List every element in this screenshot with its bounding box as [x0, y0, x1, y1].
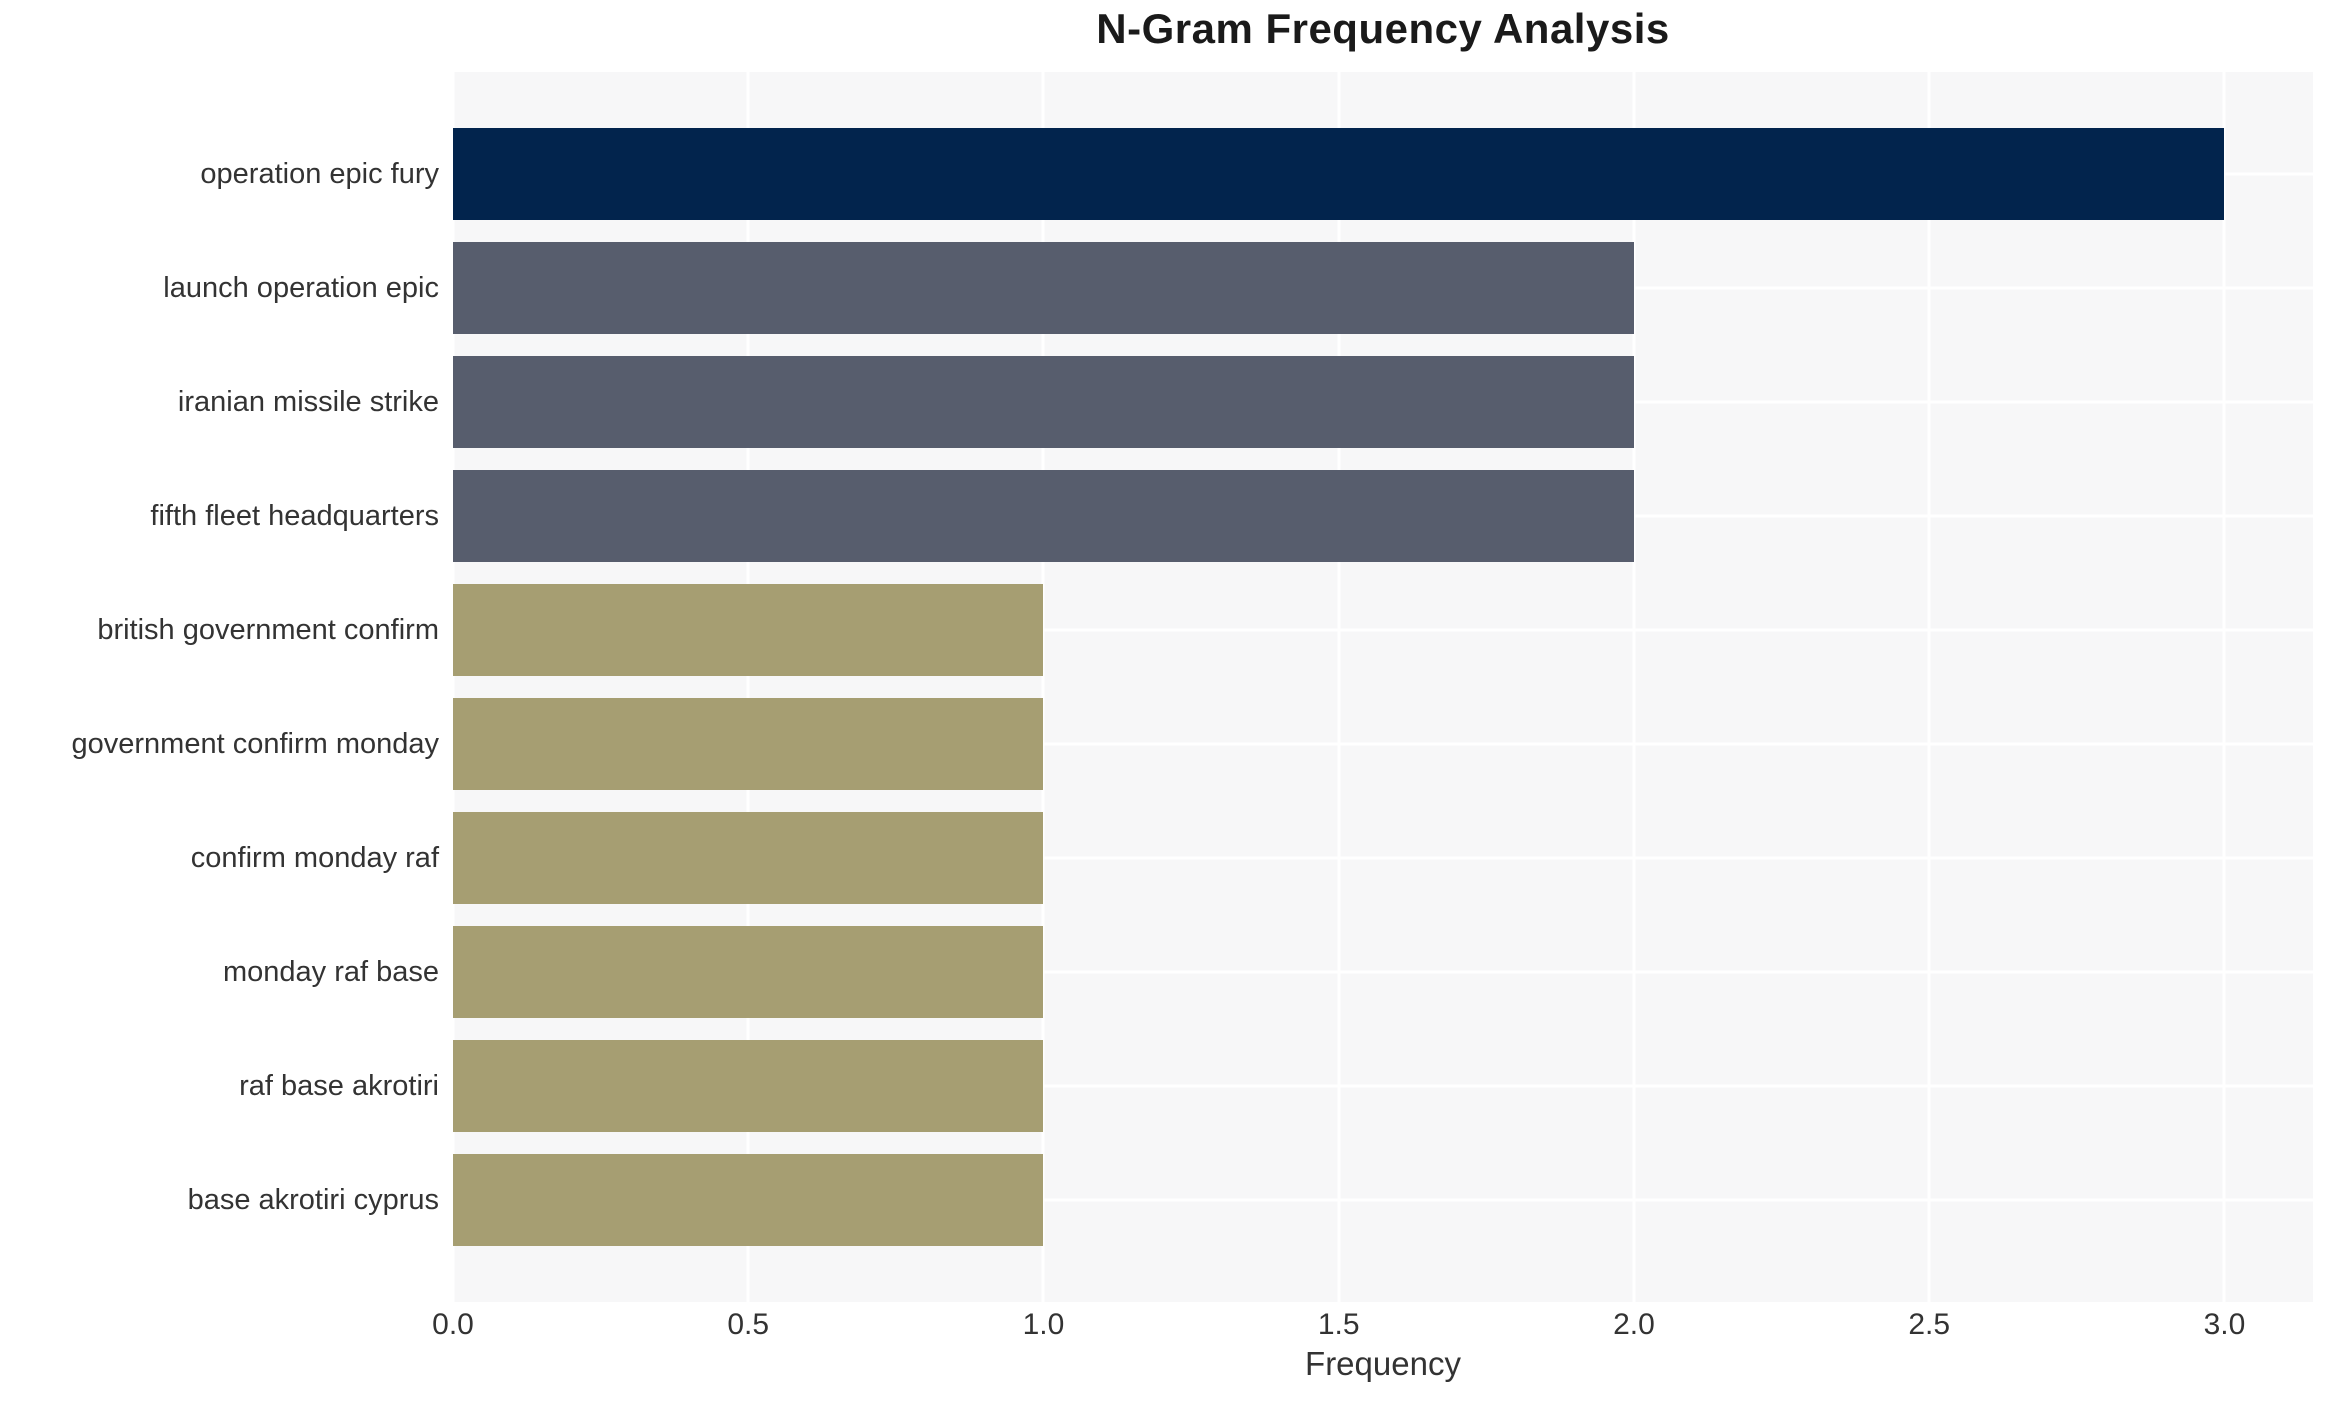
bar-british-government-confirm: [453, 584, 1044, 676]
category-label: government confirm monday: [71, 727, 440, 760]
bar-raf-base-akrotiri: [453, 1040, 1044, 1132]
x-tick-label: 2.5: [1908, 1308, 1951, 1341]
gridline-horizontal: [453, 742, 2313, 746]
x-tick-label: 1.0: [1022, 1308, 1065, 1341]
bar-confirm-monday-raf: [453, 812, 1044, 904]
category-label: fifth fleet headquarters: [150, 499, 439, 532]
gridline-vertical: [1632, 72, 1636, 1302]
bar-fifth-fleet-headquarters: [453, 470, 1634, 562]
gridline-horizontal: [453, 1084, 2313, 1088]
gridline-vertical: [1041, 72, 1045, 1302]
gridline-horizontal: [453, 970, 2313, 974]
x-tick-label: 1.5: [1317, 1308, 1360, 1341]
bar-operation-epic-fury: [453, 128, 2225, 220]
x-tick-label: 2.0: [1613, 1308, 1655, 1341]
x-axis-label: Frequency: [1305, 1345, 1461, 1382]
gridline-horizontal: [453, 856, 2313, 860]
bar-monday-raf-base: [453, 926, 1044, 1018]
x-tick-label: 0.5: [727, 1308, 770, 1341]
gridline-horizontal: [453, 1198, 2313, 1202]
plot-area: [451, 72, 2313, 1302]
category-label: base akrotiri cyprus: [187, 1183, 439, 1216]
category-label: launch operation epic: [163, 271, 439, 304]
x-tick-label: 0.0: [432, 1308, 474, 1341]
category-label: operation epic fury: [200, 157, 439, 190]
category-label: monday raf base: [222, 955, 439, 988]
gridline-vertical: [451, 72, 455, 1302]
category-label: confirm monday raf: [190, 841, 439, 874]
chart-title: N-Gram Frequency Analysis: [1096, 5, 1670, 52]
gridline-horizontal: [453, 628, 2313, 632]
gridline-vertical: [1337, 72, 1341, 1302]
gridline-vertical: [1927, 72, 1931, 1302]
x-tick-label: 3.0: [2203, 1308, 2246, 1341]
bar-iranian-missile-strike: [453, 356, 1634, 448]
category-label: raf base akrotiri: [239, 1069, 439, 1102]
category-label: british government confirm: [97, 613, 439, 646]
bar-base-akrotiri-cyprus: [453, 1154, 1044, 1246]
bar-launch-operation-epic: [453, 242, 1634, 334]
gridline-vertical: [2222, 72, 2226, 1302]
category-label: iranian missile strike: [177, 385, 439, 418]
gridline-vertical: [746, 72, 750, 1302]
bar-government-confirm-monday: [453, 698, 1044, 790]
